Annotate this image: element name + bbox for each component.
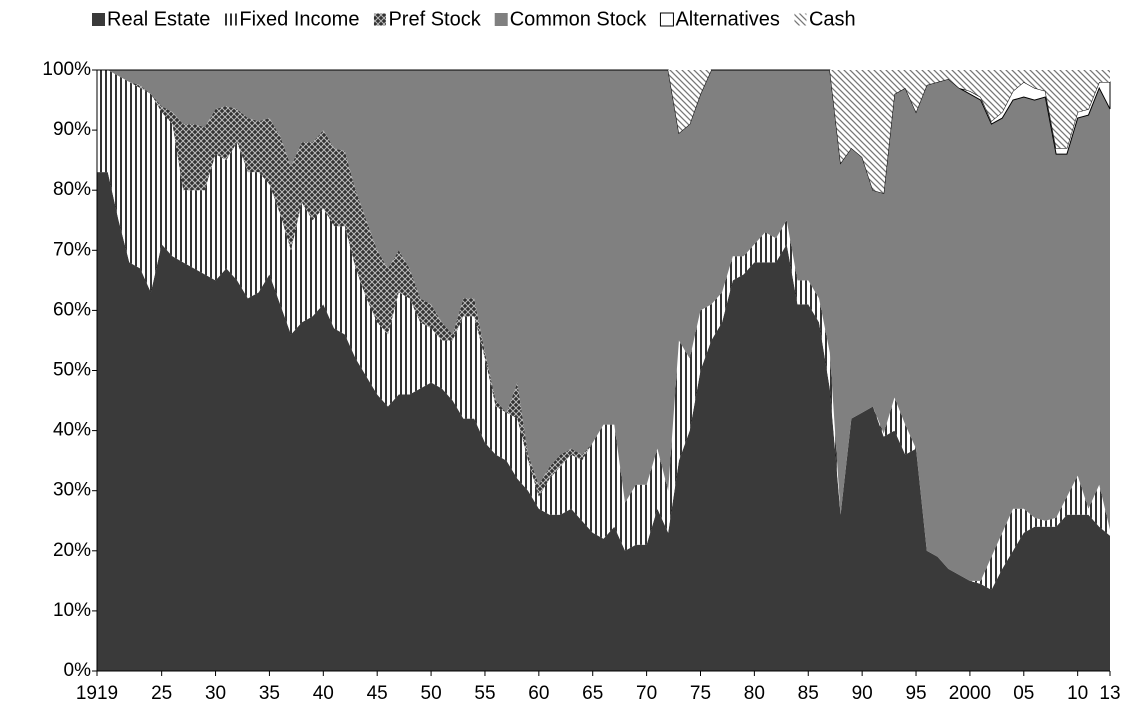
y-tick-label: 50% — [53, 360, 91, 381]
x-tick-label: 10 — [1067, 683, 1088, 704]
legend-swatch — [793, 12, 808, 27]
legend-swatch — [659, 12, 674, 27]
y-tick-label: 10% — [53, 600, 91, 621]
area — [97, 70, 1110, 581]
y-tick-label: 70% — [53, 239, 91, 260]
x-tick-label: 95 — [905, 683, 926, 704]
legend-swatch — [372, 12, 387, 27]
x-tick-label: 30 — [205, 683, 226, 704]
x-tick-label: 35 — [259, 683, 280, 704]
y-tick-label: 20% — [53, 540, 91, 561]
x-tick-label: 45 — [367, 683, 388, 704]
area — [97, 70, 1110, 194]
y-tick-label: 100% — [42, 59, 91, 80]
legend-label: Fixed Income — [239, 8, 359, 30]
legend-label: Alternatives — [675, 8, 780, 30]
x-tick-label: 90 — [852, 683, 873, 704]
x-tick-label: 1919 — [76, 683, 118, 704]
x-tick-label: 65 — [582, 683, 603, 704]
legend-label: Pref Stock — [388, 8, 481, 30]
x-tick-label: 40 — [313, 683, 334, 704]
area — [97, 70, 1110, 581]
y-tick-label: 60% — [53, 299, 91, 320]
x-tick-label: 50 — [421, 683, 442, 704]
area — [97, 70, 1110, 590]
y-tick-label: 0% — [64, 660, 92, 681]
x-tick-label: 85 — [798, 683, 819, 704]
x-tick-label: 75 — [690, 683, 711, 704]
legend: Real Estate Fixed Income Pref Stock Common … — [92, 8, 856, 30]
legend-label: Common Stock — [510, 8, 648, 30]
x-tick-label: 05 — [1013, 683, 1034, 704]
x-tick-label: 60 — [528, 683, 549, 704]
y-tick-label: 30% — [53, 480, 91, 501]
legend-swatch — [494, 13, 508, 26]
legend-swatch — [92, 13, 105, 26]
legend-label: Cash — [809, 8, 856, 30]
y-tick-label: 40% — [53, 420, 91, 441]
legend-swatch — [223, 12, 238, 27]
x-tick-label: 13 — [1099, 683, 1120, 704]
area — [97, 172, 1110, 672]
x-tick-label: 55 — [474, 683, 495, 704]
y-tick-label: 90% — [53, 119, 91, 140]
x-tick-label: 80 — [744, 683, 765, 704]
x-tick-label: 70 — [636, 683, 657, 704]
x-tick-label: 25 — [151, 683, 172, 704]
plot-area — [97, 69, 1111, 672]
area — [97, 69, 1111, 194]
x-tick-label: 2000 — [949, 683, 991, 704]
y-tick-label: 80% — [53, 179, 91, 200]
legend-label: Real Estate — [107, 8, 210, 30]
